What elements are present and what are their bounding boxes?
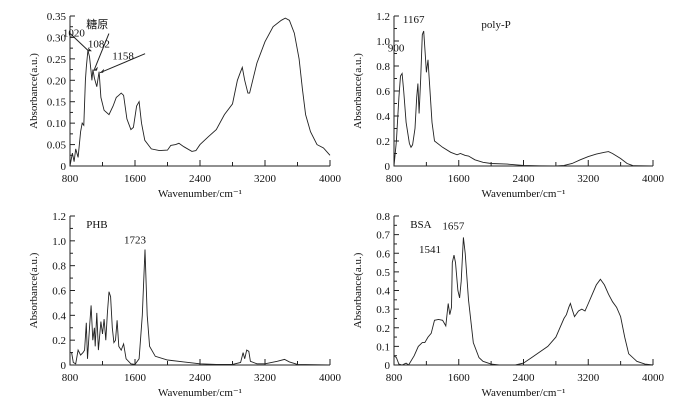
y-tick-label: 0.7	[376, 230, 390, 242]
y-tick-label: 0.10	[47, 118, 67, 130]
x-tick-label: 2400	[513, 372, 536, 384]
peak-annotation: 900	[388, 43, 405, 55]
axis-lines	[393, 216, 653, 366]
y-tick-label: 0.5	[376, 267, 390, 279]
y-tick-label: 0.25	[47, 54, 67, 66]
x-tick-label: 800	[386, 372, 403, 384]
y-tick-label: 0.35	[47, 11, 67, 23]
y-tick-label: 0.4	[376, 111, 390, 123]
y-tick-label: 0.15	[47, 97, 67, 109]
y-tick-label: 0.2	[376, 323, 390, 335]
y-tick-label: 0.8	[52, 261, 66, 273]
peak-annotation: 1657	[442, 220, 465, 232]
axis-lines	[393, 16, 653, 167]
x-axis-label: Wavenumber/cm⁻¹	[158, 387, 242, 399]
y-tick-label: 0.4	[376, 286, 390, 298]
y-tick-label: 0	[385, 161, 391, 173]
y-tick-label: 0.2	[376, 136, 390, 148]
y-tick-label: 0.1	[376, 341, 390, 353]
y-axis-label: Absorbance(a.u.)	[352, 252, 364, 328]
spectrum-line	[69, 17, 331, 167]
x-axis-label: Wavenumber/cm⁻¹	[482, 188, 566, 200]
chart-panel-3: 800 1600 2400 3200 4000 0 0.2 0.4 0.6 0.8 1.0 1.2 Wa…	[28, 211, 342, 399]
y-tick-label: 0	[61, 161, 67, 173]
x-tick-label: 2400	[189, 173, 212, 185]
chart-panel-4: 800 1600 2400 3200 4000 0 0.1 0.2 0.3 0.4 0.5 0.6 0.…	[352, 211, 665, 399]
y-tick-label: 0.6	[52, 286, 66, 298]
peak-annotation: 1020	[63, 27, 86, 39]
y-tick-label: 1.0	[52, 236, 66, 248]
annotation-arrow	[99, 53, 146, 74]
x-axis-label: Wavenumber/cm⁻¹	[482, 387, 566, 399]
y-tick-label: 0.8	[376, 211, 390, 223]
x-tick-label: 1600	[124, 372, 147, 384]
peak-annotation: 1541	[419, 244, 441, 256]
y-tick-label: 0.6	[376, 86, 390, 98]
y-tick-label: 0.4	[52, 310, 66, 322]
spectrum-line	[70, 249, 331, 366]
y-tick-label: 1.2	[376, 11, 390, 23]
axis-lines	[69, 216, 330, 366]
arrow-head-icon	[93, 66, 98, 71]
y-axis-label: Absorbance(a.u.)	[352, 53, 364, 129]
panel-title: BSA	[410, 219, 431, 231]
x-axis-label: Wavenumber/cm⁻¹	[158, 188, 242, 200]
arrow-head-icon	[87, 47, 92, 52]
y-tick-label: 0	[385, 360, 391, 372]
panel-title: poly-P	[481, 19, 510, 31]
panel-title: 糖原	[86, 17, 108, 31]
peak-annotation: 1167	[403, 14, 425, 26]
x-tick-label: 2400	[189, 372, 212, 384]
panel-title: PHB	[86, 219, 107, 231]
x-tick-label: 1600	[124, 173, 147, 185]
chart-panel-1: 800 1600 2400 3200 4000 0 0.05 0.10 0.15 0.20 0.25…	[28, 11, 342, 200]
y-tick-label: 0.6	[376, 248, 390, 260]
y-tick-label: 0.8	[376, 61, 390, 73]
x-tick-label: 3200	[577, 173, 600, 185]
x-tick-label: 1600	[448, 372, 471, 384]
x-tick-label: 800	[62, 173, 79, 185]
y-tick-label: 0.2	[52, 335, 66, 347]
x-tick-label: 800	[62, 372, 79, 384]
chart-panel-2: 800 1600 2400 3200 4000 0 0.2 0.4 0.6 0.8 1.0 1.2 Wa…	[352, 11, 665, 200]
y-tick-label: 0.05	[47, 140, 67, 152]
spectrum-line	[393, 237, 654, 366]
y-tick-label: 0.3	[376, 304, 390, 316]
spectrum-line	[393, 30, 654, 167]
peak-annotation: 1723	[124, 235, 147, 247]
y-axis-label: Absorbance(a.u.)	[28, 252, 40, 328]
x-tick-label: 1600	[448, 173, 471, 185]
x-tick-label: 2400	[513, 173, 536, 185]
x-tick-label: 4000	[642, 372, 665, 384]
y-axis-label: Absorbance(a.u.)	[28, 53, 40, 129]
y-tick-label: 0.30	[47, 32, 67, 44]
arrow-head-icon	[100, 68, 105, 73]
y-tick-label: 0	[61, 360, 67, 372]
x-tick-label: 4000	[319, 173, 342, 185]
x-tick-label: 3200	[254, 173, 277, 185]
y-tick-label: 1.0	[376, 36, 390, 48]
annotation-arrow	[69, 32, 90, 52]
x-tick-label: 800	[386, 173, 403, 185]
x-tick-label: 3200	[254, 372, 277, 384]
y-tick-label: 1.2	[52, 211, 66, 223]
peak-annotation: 1082	[88, 39, 110, 51]
annotation-arrow	[93, 33, 110, 71]
x-tick-label: 4000	[642, 173, 665, 185]
x-tick-label: 4000	[319, 372, 342, 384]
x-tick-label: 3200	[577, 372, 600, 384]
y-tick-label: 0.20	[47, 75, 67, 87]
peak-annotation: 1158	[112, 51, 134, 63]
